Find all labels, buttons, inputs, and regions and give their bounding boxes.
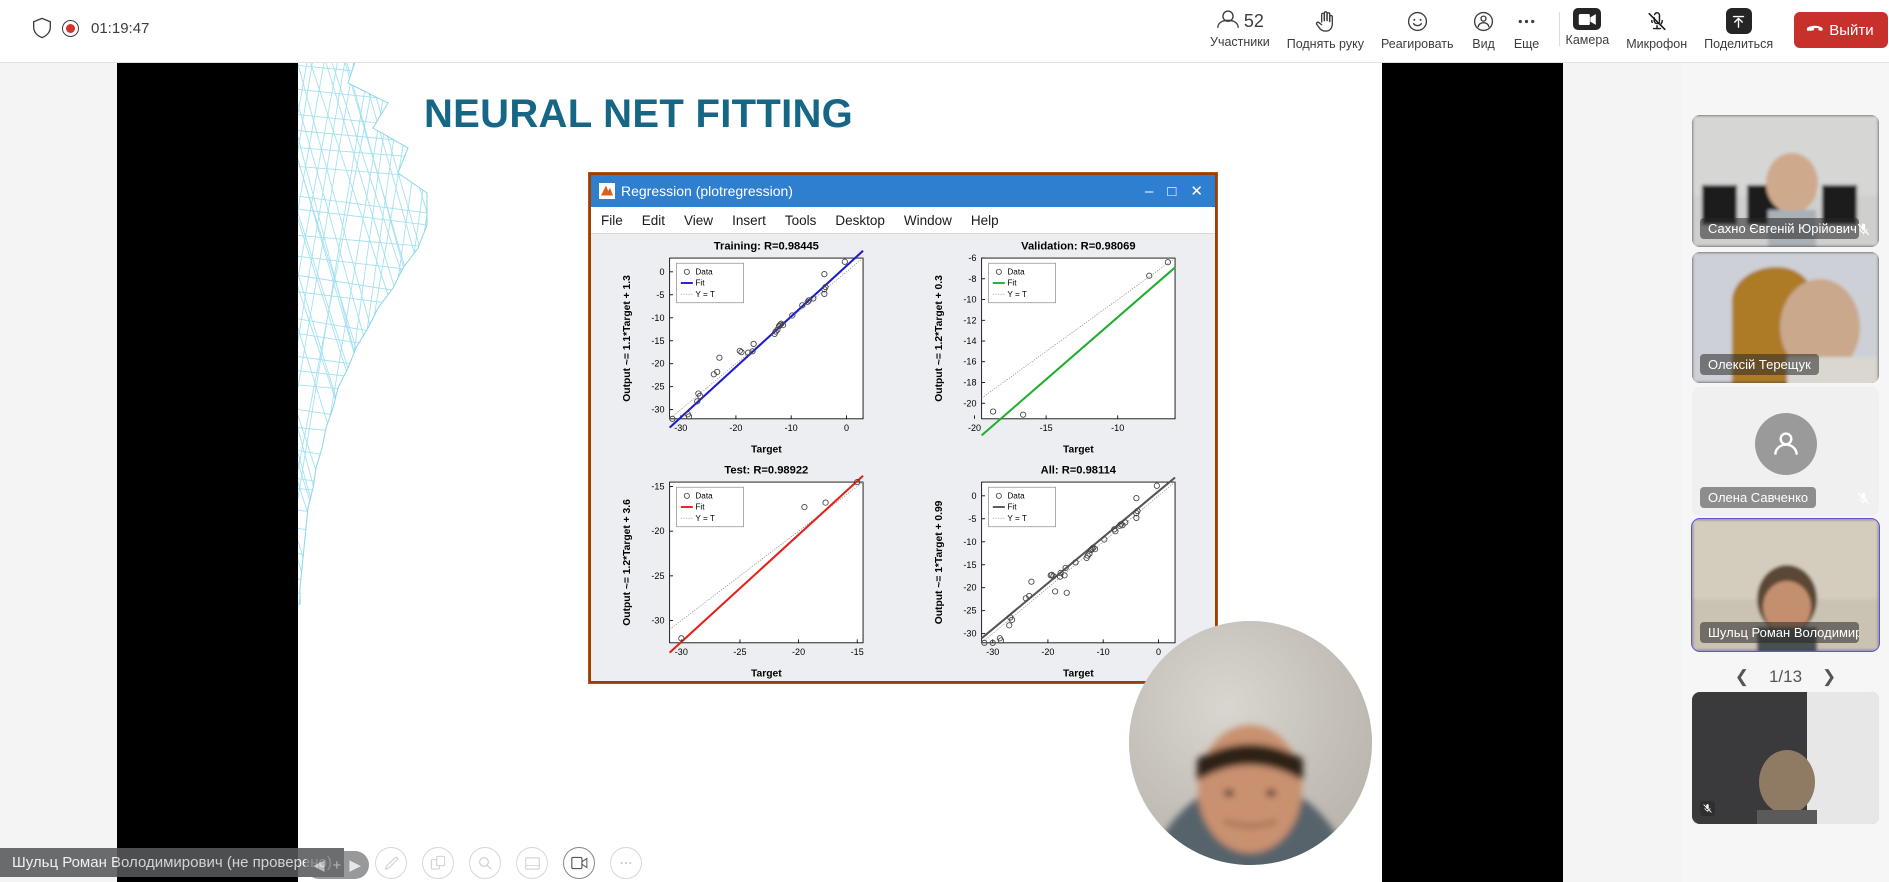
svg-text:-30: -30: [651, 615, 664, 625]
svg-text:Fit: Fit: [1007, 279, 1017, 288]
svg-text:Output ~= 1.2*Target + 0.3: Output ~= 1.2*Target + 0.3: [934, 275, 945, 402]
svg-text:Validation: R=0.98069: Validation: R=0.98069: [1021, 240, 1135, 252]
svg-text:-30: -30: [674, 423, 687, 433]
svg-text:Y = T: Y = T: [1007, 290, 1026, 299]
svg-text:-10: -10: [1111, 423, 1124, 433]
svg-text:Data: Data: [1007, 267, 1025, 276]
svg-text:-10: -10: [1097, 646, 1110, 656]
svg-text:All: R=0.98114: All: R=0.98114: [1041, 464, 1117, 476]
svg-text:-20: -20: [651, 526, 664, 536]
svg-text:Fit: Fit: [695, 279, 705, 288]
svg-text:-8: -8: [968, 274, 976, 284]
svg-text:Target: Target: [1063, 668, 1094, 679]
svg-text:Data: Data: [695, 267, 713, 276]
svg-text:-25: -25: [963, 605, 976, 615]
svg-text:-12: -12: [963, 315, 976, 325]
svg-text:-20: -20: [963, 398, 976, 408]
svg-text:-20: -20: [729, 423, 742, 433]
svg-text:-6: -6: [968, 253, 976, 263]
svg-text:0: 0: [844, 423, 849, 433]
svg-text:Target: Target: [751, 668, 782, 679]
svg-text:-20: -20: [963, 582, 976, 592]
svg-text:0: 0: [971, 490, 976, 500]
svg-text:Output ~= 1.2*Target + 3.6: Output ~= 1.2*Target + 3.6: [622, 498, 633, 625]
svg-text:0: 0: [1156, 646, 1161, 656]
svg-text:-10: -10: [651, 313, 664, 323]
svg-text:Y = T: Y = T: [695, 513, 714, 522]
svg-text:-25: -25: [733, 646, 746, 656]
svg-text:Y = T: Y = T: [1007, 513, 1026, 522]
svg-text:-5: -5: [656, 290, 664, 300]
svg-text:Y = T: Y = T: [695, 290, 714, 299]
svg-text:-20: -20: [651, 359, 664, 369]
svg-text:-20: -20: [1041, 646, 1054, 656]
svg-text:Data: Data: [1007, 491, 1025, 500]
svg-text:-10: -10: [963, 295, 976, 305]
svg-text:Target: Target: [1063, 444, 1094, 455]
svg-text:-25: -25: [651, 382, 664, 392]
svg-text:-15: -15: [851, 646, 864, 656]
svg-text:-30: -30: [651, 405, 664, 415]
svg-text:-15: -15: [651, 481, 664, 491]
svg-text:Training: R=0.98445: Training: R=0.98445: [714, 240, 819, 252]
svg-text:-10: -10: [963, 536, 976, 546]
svg-text:Test: R=0.98922: Test: R=0.98922: [724, 464, 808, 476]
svg-text:-30: -30: [675, 646, 688, 656]
svg-text:-10: -10: [785, 423, 798, 433]
svg-text:0: 0: [659, 267, 664, 277]
svg-text:-15: -15: [651, 336, 664, 346]
svg-text:Data: Data: [695, 491, 713, 500]
svg-text:Output ~= 1*Target + 0.99: Output ~= 1*Target + 0.99: [934, 500, 945, 624]
svg-text:Output ~= 1.1*Target + 1.3: Output ~= 1.1*Target + 1.3: [622, 275, 633, 402]
svg-text:-20: -20: [792, 646, 805, 656]
svg-text:-15: -15: [963, 559, 976, 569]
svg-text:-14: -14: [963, 336, 976, 346]
svg-text:-15: -15: [1040, 423, 1053, 433]
svg-text:-30: -30: [963, 628, 976, 638]
svg-text:-20: -20: [968, 423, 981, 433]
svg-text:-30: -30: [986, 646, 999, 656]
svg-text:-16: -16: [963, 357, 976, 367]
svg-text:-25: -25: [651, 570, 664, 580]
svg-text:Fit: Fit: [695, 502, 705, 511]
svg-text:-18: -18: [963, 378, 976, 388]
svg-text:Fit: Fit: [1007, 502, 1017, 511]
svg-text:-5: -5: [968, 513, 976, 523]
svg-text:Target: Target: [751, 444, 782, 455]
